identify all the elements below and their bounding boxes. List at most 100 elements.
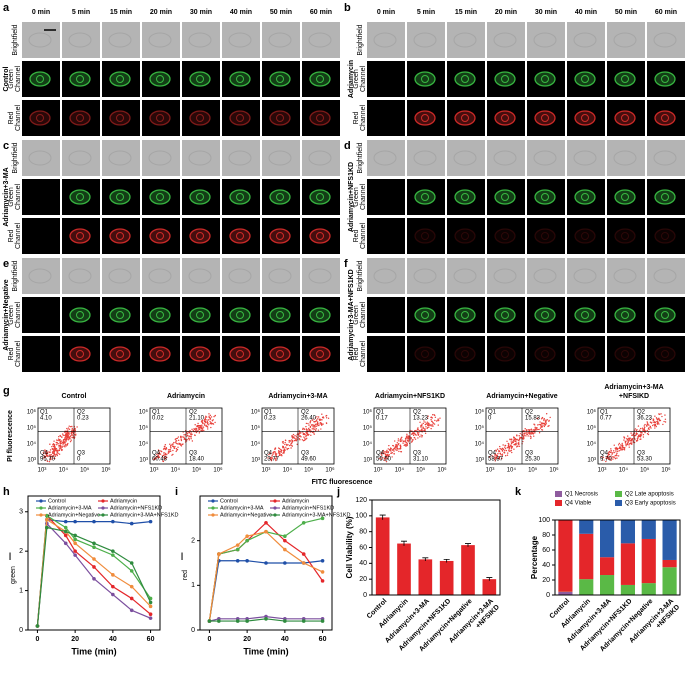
point <box>111 549 115 553</box>
dot <box>430 424 432 426</box>
dot <box>419 421 421 423</box>
quadrant-value: 0 <box>77 457 81 463</box>
dot <box>381 451 383 453</box>
dot <box>509 438 511 441</box>
cell-outline <box>373 268 397 284</box>
dot <box>607 456 610 458</box>
cell-outline <box>413 268 437 284</box>
dot <box>63 441 66 443</box>
dot <box>70 434 73 436</box>
legend-swatch <box>555 491 562 497</box>
dot <box>617 450 619 453</box>
dot <box>647 433 650 436</box>
dot <box>59 444 61 447</box>
quadrant-name: Q4 <box>600 451 609 457</box>
quadrant-name: Q1 <box>40 410 49 416</box>
cell-outline <box>68 150 92 166</box>
dot <box>295 435 298 437</box>
dot <box>493 457 495 459</box>
dot <box>644 426 646 429</box>
cell <box>309 228 331 244</box>
cell <box>494 71 516 87</box>
dot <box>626 443 629 446</box>
cell <box>614 228 636 244</box>
point <box>92 541 96 546</box>
cell <box>309 71 331 87</box>
dot <box>67 435 70 437</box>
dot <box>494 460 496 462</box>
dot <box>210 416 213 418</box>
dot <box>201 429 204 431</box>
cell <box>414 346 436 362</box>
dot <box>157 457 159 459</box>
x-tick-label: 10⁶ <box>325 467 335 474</box>
dot <box>68 428 71 431</box>
bar-segment <box>558 591 573 595</box>
brightfield-image <box>22 258 60 294</box>
dot <box>423 420 425 422</box>
point <box>35 624 40 628</box>
dot <box>313 433 315 435</box>
dot <box>315 428 318 430</box>
dot <box>314 426 316 428</box>
dot <box>312 426 314 428</box>
dot <box>162 454 165 457</box>
dot <box>304 437 306 439</box>
dot <box>525 435 527 437</box>
dot <box>53 450 56 452</box>
dot <box>514 438 517 440</box>
fluorescence-image <box>487 100 525 136</box>
dot <box>177 439 180 442</box>
dot <box>654 415 656 417</box>
dot <box>287 444 289 446</box>
dot <box>194 424 196 426</box>
fluorescence-image <box>22 297 60 333</box>
dot <box>527 435 529 437</box>
plot-title: +NFSIKD <box>619 393 649 400</box>
dot <box>434 416 437 418</box>
dot <box>53 448 56 450</box>
channel-label: Channel <box>360 223 367 250</box>
fluorescence-image <box>647 61 685 97</box>
dot <box>636 429 638 431</box>
fluorescence-image <box>262 179 300 215</box>
dot <box>642 433 645 436</box>
dot <box>395 446 397 448</box>
dot <box>174 441 177 443</box>
dot <box>204 421 207 424</box>
nucleus <box>501 75 509 83</box>
nucleus <box>236 193 244 201</box>
y-tick-label: 40 <box>542 562 550 569</box>
fluorescence-image <box>222 218 260 254</box>
cell <box>614 307 636 323</box>
dot <box>383 451 385 453</box>
nucleus <box>461 75 469 83</box>
nucleus <box>661 75 669 83</box>
point <box>235 543 240 547</box>
brightfield-image <box>567 140 605 176</box>
nucleus <box>316 311 324 319</box>
dot <box>209 414 212 417</box>
dot <box>208 424 210 426</box>
dot <box>205 416 208 418</box>
point <box>73 533 77 538</box>
dot <box>64 446 66 448</box>
cell-outline <box>108 32 132 48</box>
quadrant-value: 55.50 <box>376 457 392 463</box>
y-tick-label: 3 <box>19 509 23 516</box>
dot <box>646 421 648 423</box>
x-tick-label: 10⁵ <box>528 467 538 474</box>
fluorescence-image <box>262 297 300 333</box>
channel-label: Red <box>353 229 360 242</box>
dot <box>610 449 612 452</box>
dot <box>282 445 284 448</box>
dot <box>267 457 269 459</box>
dot <box>494 456 496 458</box>
dot <box>321 419 323 421</box>
dot <box>394 440 396 442</box>
dot <box>404 440 407 442</box>
dot <box>313 426 315 428</box>
dot <box>523 434 526 436</box>
dot <box>525 429 528 431</box>
nucleus <box>196 311 204 319</box>
